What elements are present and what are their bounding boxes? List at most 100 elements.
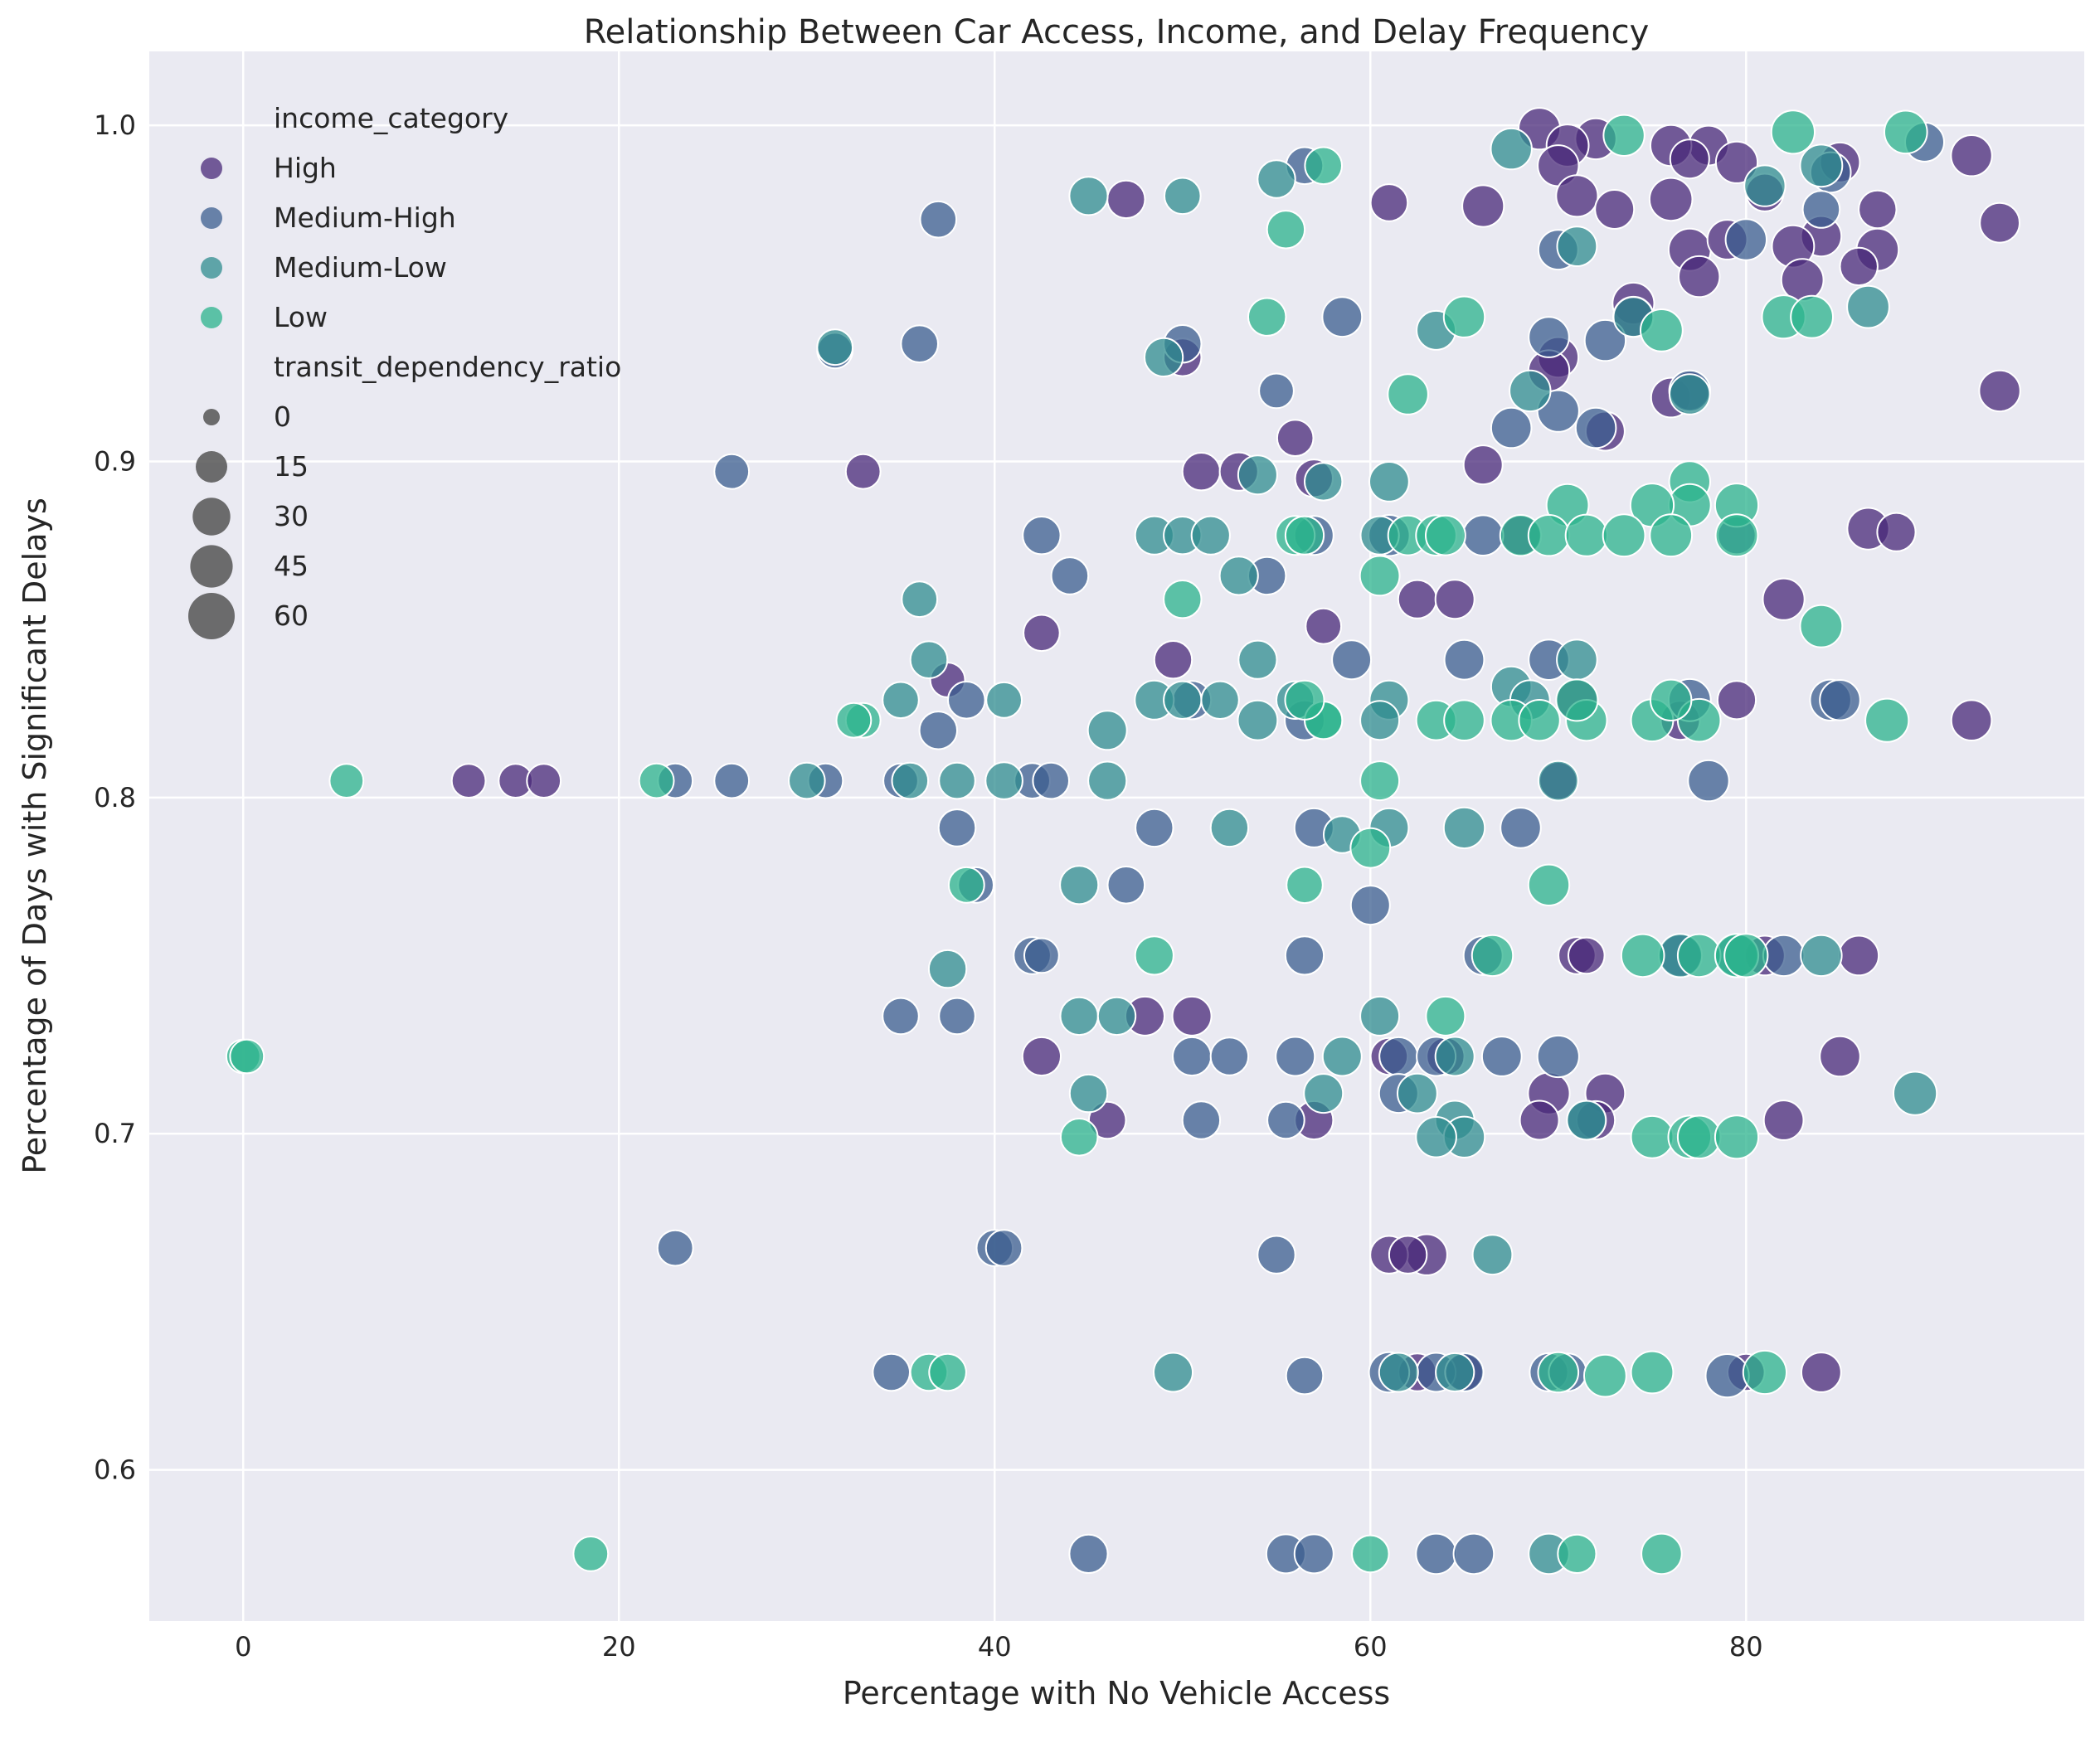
data-point <box>919 200 958 239</box>
data-point <box>918 711 959 750</box>
data-point <box>1351 1534 1390 1574</box>
data-point <box>1724 218 1768 261</box>
data-point <box>1509 369 1552 413</box>
data-point <box>1284 679 1325 721</box>
legend-label: High <box>274 152 337 184</box>
data-point <box>1583 318 1627 362</box>
data-point <box>1163 580 1203 619</box>
data-point <box>1068 1073 1109 1114</box>
data-point <box>1556 226 1598 268</box>
legend-size-label: 15 <box>274 450 309 483</box>
data-point <box>1583 1353 1627 1398</box>
data-point <box>1669 373 1711 415</box>
data-point <box>1564 513 1608 557</box>
data-point <box>1527 863 1571 907</box>
data-point <box>882 997 920 1036</box>
data-point <box>1461 184 1505 228</box>
data-point <box>1568 936 1606 975</box>
data-point <box>1134 935 1174 976</box>
data-point <box>1620 933 1665 978</box>
data-point <box>1218 556 1259 596</box>
data-point <box>1023 614 1061 653</box>
data-point <box>1181 1100 1222 1140</box>
data-point <box>1641 1532 1683 1575</box>
data-point <box>1574 406 1617 449</box>
legend-size-label: 45 <box>274 550 309 582</box>
data-point <box>1209 1036 1250 1076</box>
data-point <box>1153 1352 1193 1393</box>
data-point <box>1276 419 1315 458</box>
data-point <box>1490 406 1533 449</box>
x-tick-label: 60 <box>1354 1631 1388 1663</box>
data-point <box>1864 697 1910 743</box>
data-point <box>1349 827 1392 869</box>
x-axis-label: Percentage with No Vehicle Access <box>843 1675 1390 1711</box>
data-point <box>1676 933 1722 978</box>
data-point <box>1284 935 1325 976</box>
data-point <box>1135 808 1174 848</box>
data-point <box>1087 1100 1127 1140</box>
data-point <box>909 640 949 680</box>
data-point <box>713 453 751 490</box>
data-point <box>1480 1036 1523 1077</box>
legend-marker <box>201 158 222 179</box>
data-point <box>1846 284 1890 329</box>
data-point <box>1023 937 1060 974</box>
data-point <box>900 324 939 364</box>
data-point <box>1555 678 1599 722</box>
data-point <box>1415 1116 1457 1158</box>
data-point <box>1144 337 1184 377</box>
data-point <box>816 328 854 367</box>
points-layer <box>225 107 2021 1575</box>
data-point <box>985 681 1023 719</box>
legend-label: Medium-Low <box>274 251 447 284</box>
data-point <box>1762 934 1806 978</box>
data-point <box>1461 514 1505 557</box>
data-point <box>1059 996 1099 1036</box>
data-point <box>1743 164 1786 207</box>
data-point <box>1762 1100 1805 1141</box>
data-point <box>1884 109 1928 155</box>
data-point <box>984 761 1023 800</box>
data-point <box>1723 933 1769 978</box>
data-point <box>713 762 751 799</box>
data-point <box>328 763 365 799</box>
data-point <box>1397 1072 1438 1114</box>
data-point <box>1359 555 1401 597</box>
y-tick-label: 0.7 <box>94 1118 136 1149</box>
data-point <box>1819 1035 1861 1078</box>
data-point <box>1200 680 1240 720</box>
data-point <box>1470 934 1514 978</box>
data-point <box>1630 1350 1675 1395</box>
data-point <box>1566 1100 1607 1141</box>
y-tick-label: 0.8 <box>94 782 136 813</box>
x-tick-label: 40 <box>978 1631 1012 1663</box>
data-point <box>1285 1356 1325 1396</box>
data-point <box>638 762 675 799</box>
legend-marker <box>201 257 222 279</box>
data-point <box>1537 1351 1580 1394</box>
data-point <box>927 949 968 989</box>
data-point <box>1171 995 1213 1036</box>
data-point <box>1640 308 1684 352</box>
data-point <box>1258 372 1295 410</box>
data-point <box>1387 373 1429 415</box>
legend-size-marker <box>196 451 227 483</box>
data-point <box>1257 1235 1296 1274</box>
data-point <box>1839 246 1879 287</box>
data-point <box>1876 512 1917 552</box>
data-point <box>1321 296 1364 338</box>
y-tick-label: 0.9 <box>94 446 136 478</box>
data-point <box>1602 114 1645 158</box>
data-point <box>1368 461 1410 502</box>
data-point <box>1434 1036 1475 1077</box>
data-point <box>1247 297 1287 337</box>
legend-size-label: 60 <box>274 600 309 632</box>
data-point <box>1594 189 1636 230</box>
data-point <box>526 763 562 799</box>
data-point <box>1359 995 1401 1036</box>
data-point <box>1349 885 1391 926</box>
data-point <box>984 1229 1023 1267</box>
data-point <box>572 1536 610 1572</box>
